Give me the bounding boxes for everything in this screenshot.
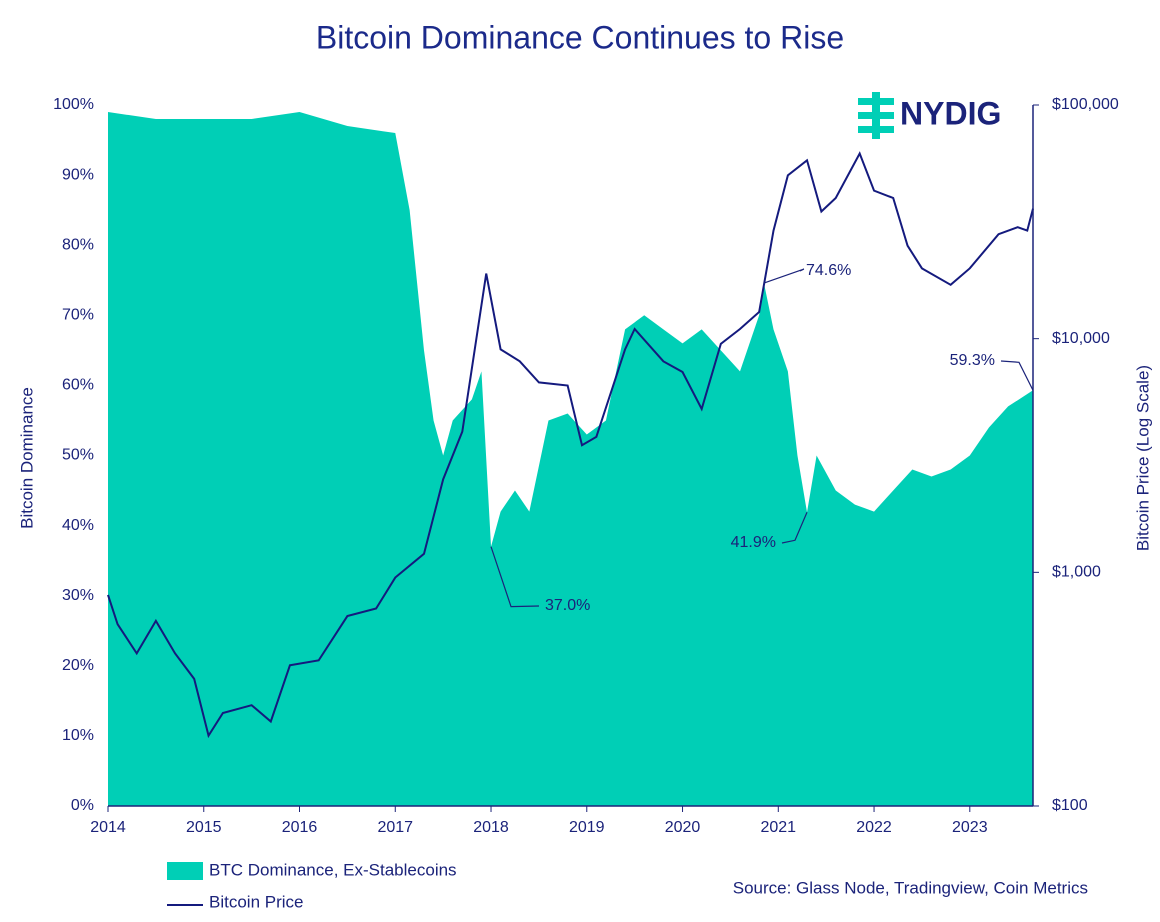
logo: NYDIG: [858, 92, 1001, 139]
annotation-leader: [490, 546, 540, 608]
annotation: 41.9%: [731, 534, 776, 551]
annotation: 37.0%: [545, 597, 590, 614]
annotation: 59.3%: [950, 352, 995, 369]
annotation-leader: [763, 268, 805, 284]
y-tick-label: 0%: [71, 797, 94, 814]
x-tick-label: 2020: [665, 819, 701, 836]
x-tick-label: 2017: [377, 819, 413, 836]
x-tick-label: 2019: [569, 819, 605, 836]
y-tick-label: 30%: [62, 587, 94, 604]
x-tick-label: 2021: [760, 819, 796, 836]
logo-icon: [872, 92, 880, 139]
x-tick-label: 2015: [186, 819, 222, 836]
y-tick-label: 40%: [62, 517, 94, 534]
y-tick-label: 100%: [53, 96, 94, 113]
y2-tick-label: $100: [1052, 797, 1088, 814]
line: [107, 151, 1034, 739]
x-tick-label: 2022: [856, 819, 892, 836]
y2-axis-label: Bitcoin Price (Log Scale): [1133, 365, 1152, 551]
y-tick-label: 10%: [62, 727, 94, 744]
annotation-leader: [781, 512, 808, 544]
y2-tick-label: $10,000: [1052, 330, 1110, 347]
logo-text: NYDIG: [900, 95, 1001, 131]
y-axis-label: Bitcoin Dominance: [17, 387, 36, 529]
annotation: 74.6%: [806, 262, 851, 279]
source: Source: Glass Node, Tradingview, Coin Me…: [733, 878, 1088, 897]
y2-tick-label: $100,000: [1052, 96, 1119, 113]
x-tick-label: 2016: [282, 819, 318, 836]
y2-tick-label: $1,000: [1052, 564, 1101, 581]
area: [108, 112, 1033, 806]
x-tick-label: 2014: [90, 819, 126, 836]
y-tick-label: 80%: [62, 236, 94, 253]
x-tick-label: 2018: [473, 819, 509, 836]
y-tick-label: 20%: [62, 657, 94, 674]
y-tick-label: 60%: [62, 377, 94, 394]
legend-label: Bitcoin Price: [209, 892, 303, 911]
y-tick-label: 70%: [62, 307, 94, 324]
legend-swatch: [167, 862, 203, 880]
y-tick-label: 90%: [62, 166, 94, 183]
chart-title: Bitcoin Dominance Continues to Rise: [316, 19, 844, 55]
y-tick-label: 50%: [62, 447, 94, 464]
x-tick-label: 2023: [952, 819, 988, 836]
annotation-leader: [1000, 360, 1034, 391]
legend-label: BTC Dominance, Ex-Stablecoins: [209, 860, 457, 879]
